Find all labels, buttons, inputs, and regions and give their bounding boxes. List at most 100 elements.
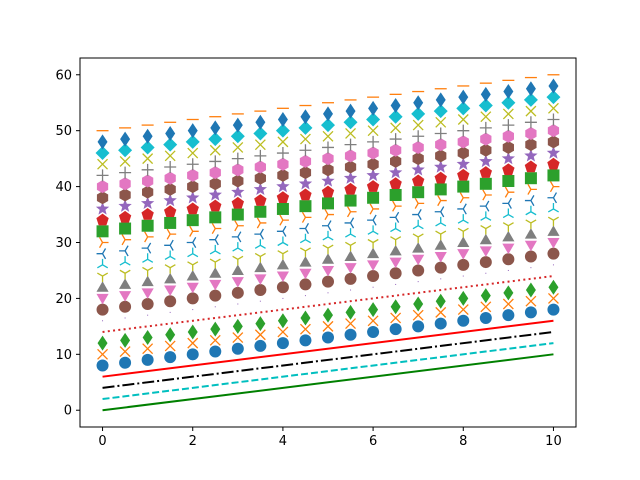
- series-line: [102, 275, 554, 333]
- series-line: [102, 342, 554, 401]
- marker-hexagon: [322, 163, 334, 177]
- marker-circle: [547, 247, 560, 260]
- marker-thin-diamond: [165, 125, 176, 141]
- marker-circle: [164, 295, 177, 308]
- series-18: [95, 146, 561, 215]
- marker-tri-right: [256, 217, 267, 229]
- marker-circle: [209, 289, 222, 302]
- marker-hexagon: [254, 160, 266, 174]
- marker-tri-down: [254, 252, 266, 263]
- marker-star: [231, 185, 245, 198]
- series-22: [97, 102, 559, 170]
- marker-triangle-up: [367, 247, 380, 259]
- marker-pixel: [485, 272, 487, 274]
- marker-tri-up: [435, 216, 447, 227]
- marker-hexagon: [480, 132, 492, 146]
- marker-diamond: [140, 140, 155, 155]
- series-14: [96, 192, 558, 260]
- marker-pentagon: [276, 191, 290, 204]
- marker-tri-left: [367, 214, 377, 226]
- marker-x: [187, 337, 199, 349]
- marker-triangle-up: [299, 256, 312, 267]
- marker-x: [299, 133, 311, 145]
- marker-x: [164, 340, 176, 352]
- marker-circle: [141, 298, 154, 310]
- marker-triangle-up: [457, 236, 470, 247]
- marker-thin-diamond: [165, 327, 176, 343]
- marker-diamond: [478, 98, 493, 113]
- marker-pentagon: [96, 213, 109, 226]
- marker-plus: [276, 147, 289, 160]
- marker-pixel: [395, 283, 397, 285]
- marker-tri-down: [367, 238, 379, 249]
- marker-tri-down: [277, 250, 289, 260]
- marker-hexagon: [209, 166, 221, 180]
- marker-pixel: [372, 286, 374, 288]
- marker-plus: [389, 133, 402, 146]
- marker-x: [322, 130, 334, 142]
- marker-tri-right: [189, 225, 199, 237]
- marker-square: [502, 175, 515, 187]
- marker-plus: [96, 169, 109, 182]
- marker-star: [276, 179, 290, 193]
- marker-tri-right: [504, 186, 515, 198]
- marker-circle: [276, 281, 289, 294]
- marker-tri-down: [502, 222, 514, 232]
- series-8: [102, 264, 554, 322]
- marker-thin-diamond: [503, 285, 514, 301]
- marker-x: [457, 304, 469, 316]
- marker-tri-down: [345, 241, 357, 252]
- marker-x: [367, 125, 379, 137]
- marker-star: [434, 160, 448, 173]
- marker-plus: [209, 155, 222, 168]
- marker-thin-diamond: [435, 92, 446, 108]
- x-tick-label: 8: [459, 434, 467, 449]
- marker-square: [209, 211, 222, 224]
- marker-triangle-down: [209, 279, 222, 291]
- marker-hexagon: [344, 160, 357, 174]
- marker-hexagon: [502, 129, 514, 143]
- marker-circle: [457, 314, 470, 327]
- marker-tri-up: [412, 219, 424, 230]
- marker-thin-diamond: [120, 131, 131, 147]
- marker-circle: [547, 303, 560, 316]
- series-25: [96, 74, 560, 132]
- marker-circle: [367, 325, 380, 338]
- marker-plus: [524, 116, 537, 129]
- marker-pixel: [282, 297, 284, 299]
- marker-tri-right: [346, 206, 357, 218]
- marker-tri-down: [209, 258, 221, 269]
- marker-pentagon: [299, 188, 312, 201]
- marker-hexagon: [502, 140, 514, 154]
- marker-triangle-down: [276, 271, 289, 283]
- marker-diamond: [411, 106, 426, 121]
- series-24: [97, 78, 559, 150]
- marker-diamond: [185, 134, 200, 149]
- marker-tri-up: [119, 256, 131, 266]
- marker-square: [322, 197, 334, 210]
- series-line: [102, 353, 554, 412]
- marker-thin-diamond: [368, 302, 379, 318]
- marker-thin-diamond: [435, 293, 446, 309]
- marker-tri-left: [276, 225, 287, 237]
- marker-thin-diamond: [503, 84, 514, 100]
- marker-plus: [457, 124, 470, 137]
- marker-thin-diamond: [525, 282, 536, 298]
- marker-thin-diamond: [97, 134, 108, 150]
- marker-tri-right: [279, 214, 289, 226]
- marker-triangle-down: [344, 263, 357, 274]
- marker-plus: [412, 130, 425, 143]
- marker-star: [118, 199, 132, 212]
- marker-circle: [299, 334, 312, 347]
- marker-tri-down: [119, 269, 131, 280]
- y-tick-label: 40: [55, 180, 72, 195]
- marker-x: [277, 326, 289, 338]
- marker-triangle-up: [479, 233, 492, 245]
- marker-thin-diamond: [323, 307, 333, 323]
- marker-x: [345, 128, 357, 139]
- marker-diamond: [95, 146, 110, 161]
- marker-thin-diamond: [323, 106, 333, 122]
- marker-circle: [344, 272, 357, 285]
- marker-x: [412, 119, 424, 131]
